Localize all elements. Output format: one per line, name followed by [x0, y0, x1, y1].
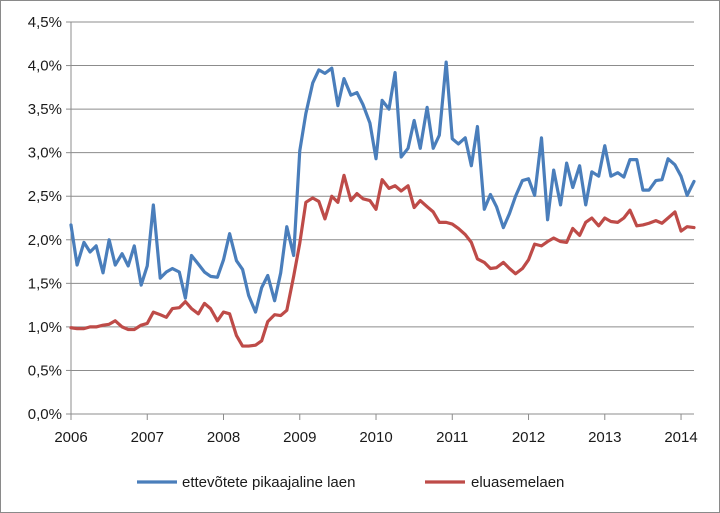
y-tick-label: 1,0%: [28, 319, 62, 336]
legend: ettevõtete pikaajaline laen eluasemelaen: [137, 474, 564, 491]
axes: [66, 21, 694, 420]
legend-label-1: ettevõtete pikaajaline laen: [182, 474, 355, 491]
y-tick-label: 2,0%: [28, 232, 62, 249]
x-tick-label: 2006: [54, 429, 87, 446]
x-tick-label: 2008: [207, 429, 240, 446]
series-line-2: [69, 173, 696, 348]
y-tick-label: 4,0%: [28, 58, 62, 75]
y-tick-label: 3,0%: [28, 145, 62, 162]
y-tick-label: 2,5%: [28, 188, 62, 205]
series-lines: [69, 60, 696, 348]
x-tick-label: 2013: [588, 429, 621, 446]
legend-label-2: eluasemelaen: [471, 474, 564, 491]
y-tick-label: 3,5%: [28, 101, 62, 118]
x-tick-label: 2010: [359, 429, 392, 446]
y-tick-labels: 0,0% 0,5% 1,0% 1,5% 2,0% 2,5% 3,0% 3,5% 4,0% 4,5%: [28, 14, 62, 423]
x-tick-label: 2009: [283, 429, 316, 446]
y-tick-label: 1,5%: [28, 275, 62, 292]
x-tick-label: 2011: [436, 429, 468, 446]
y-tick-label: 4,5%: [28, 14, 62, 31]
gridlines: [71, 21, 694, 371]
x-tick-label: 2014: [664, 429, 697, 446]
x-tick-label: 2007: [131, 429, 164, 446]
series-line-1: [69, 60, 696, 314]
x-tick-label: 2012: [512, 429, 545, 446]
y-tick-label: 0,0%: [28, 406, 62, 423]
y-tick-label: 0,5%: [28, 362, 62, 379]
x-tick-labels: 2006 2007 2008 2009 2010 2011 2012 2013 2014: [54, 429, 697, 446]
